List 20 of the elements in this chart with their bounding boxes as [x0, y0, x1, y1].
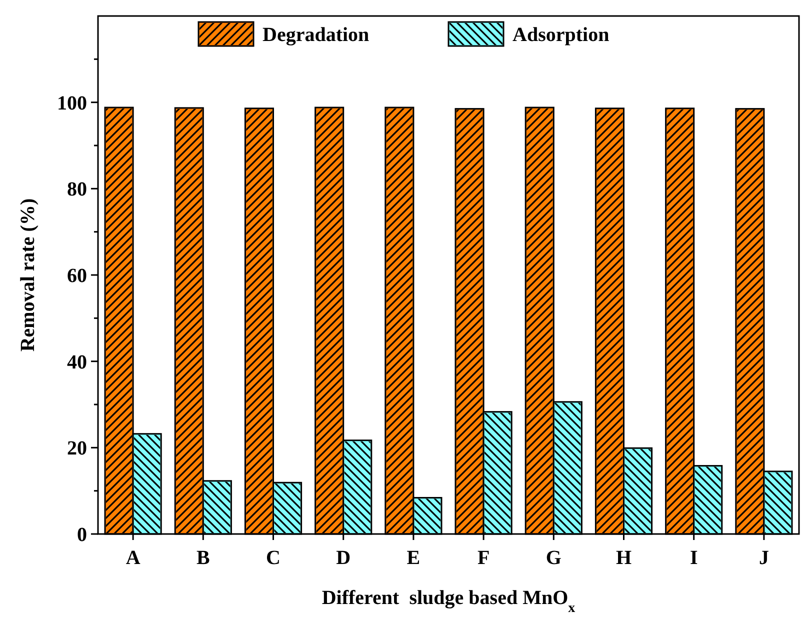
y-axis-title: Removal rate (%): [17, 198, 39, 352]
x-tick-label: H: [616, 547, 632, 569]
x-tick-label: I: [690, 547, 698, 569]
y-tick-label: 100: [57, 92, 87, 114]
legend-label: Adsorption: [512, 24, 610, 46]
x-tick-label: J: [758, 547, 769, 569]
x-tick-label: C: [266, 547, 280, 569]
x-tick-label: B: [196, 547, 210, 569]
y-tick-label: 80: [67, 178, 87, 201]
x-tick-label: E: [406, 547, 420, 569]
x-tick-label: F: [477, 547, 490, 569]
x-tick-label: A: [126, 547, 141, 569]
x-tick-label: G: [546, 547, 562, 569]
x-tick-label: D: [336, 547, 351, 569]
y-tick-label: 60: [67, 265, 87, 287]
y-tick-label: 20: [67, 438, 87, 460]
x-axis-title: Different sludge based MnO$_{x}$: [322, 587, 576, 616]
y-tick-label: 0: [77, 524, 87, 546]
legend-label: Degradation: [262, 24, 370, 46]
y-tick-label: 40: [67, 351, 87, 374]
